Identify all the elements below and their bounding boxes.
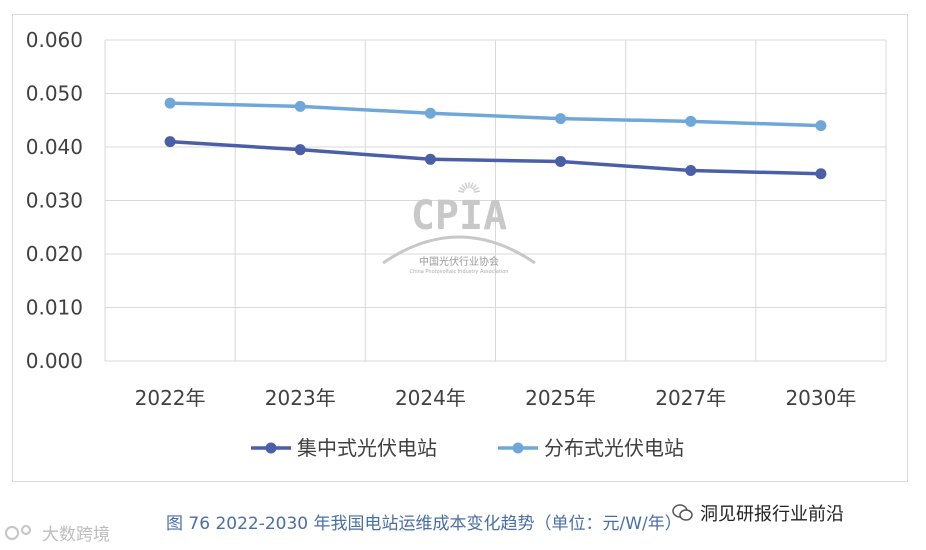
data-point	[555, 155, 567, 167]
chart-frame: CPIA 中国光伏行业协会 China Photovoltaic Industr…	[12, 14, 908, 482]
wechat-icon	[672, 504, 694, 522]
y-tick-label: 0.060	[26, 28, 83, 52]
figure-caption: 图 76 2022-2030 年我国电站运维成本变化趋势（单位：元/W/年）	[166, 514, 682, 534]
data-point	[164, 136, 176, 148]
data-point	[815, 120, 827, 132]
data-point	[294, 144, 306, 156]
y-tick-label: 0.030	[26, 189, 83, 213]
series-line-1	[169, 139, 821, 176]
watermark-logo: CPIA	[411, 193, 507, 239]
legend: 集中式光伏电站 分布式光伏电站	[251, 436, 684, 460]
watermark-icon	[4, 523, 38, 543]
data-point	[424, 153, 436, 165]
cpia-watermark: CPIA 中国光伏行业协会 China Photovoltaic Industr…	[382, 182, 536, 275]
bottom-watermark-text: 大数跨境	[42, 525, 110, 545]
y-tick-label: 0.000	[26, 349, 83, 373]
source-tag-text: 洞见研报行业前沿	[700, 504, 844, 525]
x-tick-label: 2022年	[135, 386, 206, 410]
data-point	[685, 115, 697, 127]
watermark-org-en: China Photovoltaic Industry Association	[410, 269, 509, 275]
data-point	[164, 97, 176, 109]
legend-label: 集中式光伏电站	[297, 436, 437, 460]
source-tag: 洞见研报行业前沿	[672, 500, 844, 526]
x-tick-label: 2025年	[525, 386, 596, 410]
x-tick-label: 2027年	[655, 386, 726, 410]
data-point	[555, 113, 567, 125]
data-point	[294, 100, 306, 112]
y-tick-label: 0.050	[26, 82, 83, 106]
x-tick-label: 2024年	[395, 386, 466, 410]
data-point	[685, 165, 697, 177]
x-tick-label: 2023年	[265, 386, 336, 410]
legend-marker	[512, 442, 524, 454]
series-line-2	[170, 101, 821, 128]
legend-marker	[265, 442, 277, 454]
data-point	[815, 168, 827, 180]
legend-label: 分布式光伏电站	[544, 436, 684, 460]
x-tick-label: 2030年	[785, 386, 856, 410]
y-tick-label: 0.010	[26, 296, 83, 320]
y-tick-label: 0.020	[26, 242, 83, 266]
line-chart: CPIA 中国光伏行业协会 China Photovoltaic Industr…	[26, 28, 887, 460]
y-tick-label: 0.040	[26, 135, 83, 159]
bottom-watermark: 大数跨境	[4, 520, 110, 545]
data-point	[424, 107, 436, 119]
watermark-org-cn: 中国光伏行业协会	[419, 255, 499, 268]
